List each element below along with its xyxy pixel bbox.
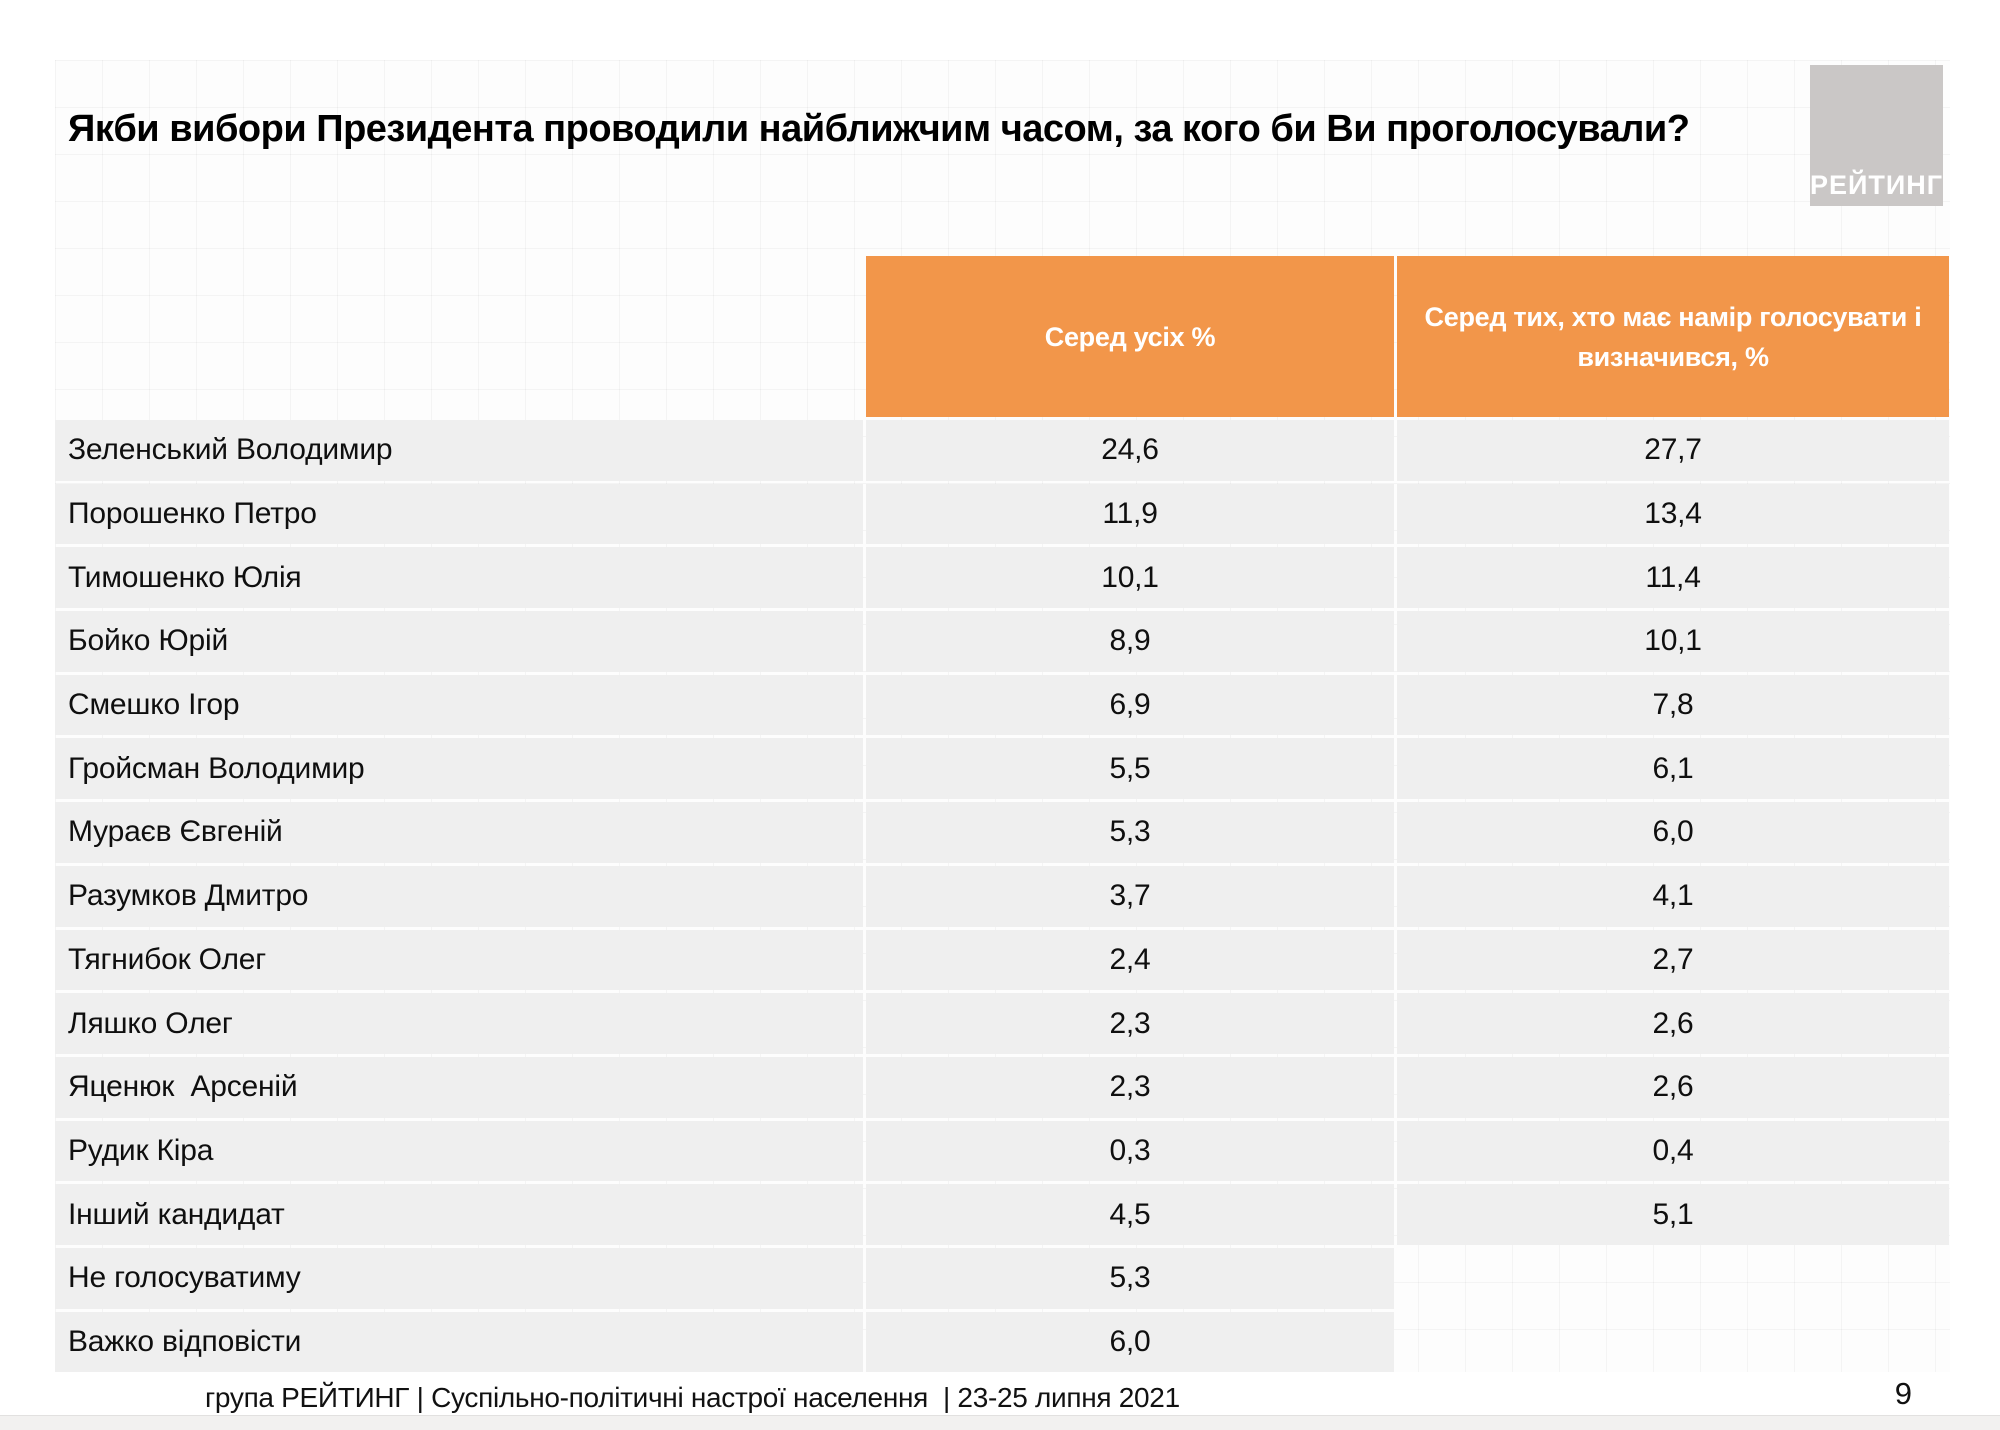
table-header-decided: Серед тих, хто має намір голосувати і ви… bbox=[1397, 256, 1949, 417]
value-decided: 13,4 bbox=[1397, 483, 1949, 545]
bottom-band bbox=[0, 1415, 2000, 1430]
value-all: 24,6 bbox=[866, 420, 1394, 481]
value-all: 6,0 bbox=[866, 1311, 1394, 1373]
value-all: 3,7 bbox=[866, 865, 1394, 927]
table-header-all: Серед усіх % bbox=[866, 256, 1394, 417]
value-decided: 11,4 bbox=[1397, 547, 1949, 609]
value-all: 6,9 bbox=[866, 674, 1394, 736]
value-decided: 7,8 bbox=[1397, 674, 1949, 736]
value-decided: 5,1 bbox=[1397, 1184, 1949, 1245]
value-all: 5,3 bbox=[866, 802, 1394, 863]
value-decided-empty bbox=[1397, 1248, 1949, 1309]
candidate-name: Зеленський Володимир bbox=[55, 420, 863, 481]
value-decided: 6,1 bbox=[1397, 738, 1949, 800]
candidate-name: Бойко Юрій bbox=[55, 611, 863, 672]
value-decided: 2,6 bbox=[1397, 1056, 1949, 1118]
candidate-name: Важко відповісти bbox=[55, 1311, 863, 1373]
value-decided: 2,6 bbox=[1397, 993, 1949, 1054]
value-all: 0,3 bbox=[866, 1120, 1394, 1182]
candidate-name: Не голосуватиму bbox=[55, 1247, 863, 1309]
page-number: 9 bbox=[1894, 1376, 1912, 1411]
value-all: 5,3 bbox=[866, 1247, 1394, 1309]
candidate-name: Тягнибок Олег bbox=[55, 929, 863, 991]
value-decided: 2,7 bbox=[1397, 929, 1949, 991]
value-decided: 10,1 bbox=[1397, 611, 1949, 672]
value-all: 5,5 bbox=[866, 738, 1394, 800]
candidate-name: Мураєв Євгеній bbox=[55, 802, 863, 863]
candidate-name: Разумков Дмитро bbox=[55, 865, 863, 927]
table-corner-cell bbox=[55, 256, 863, 417]
rating-logo-label: РЕЙТИНГ bbox=[1809, 170, 1944, 200]
candidate-name: Смешко Ігор bbox=[55, 674, 863, 736]
candidate-name: Тимошенко Юлія bbox=[55, 547, 863, 609]
candidate-name: Гройсман Володимир bbox=[55, 738, 863, 800]
value-decided: 6,0 bbox=[1397, 802, 1949, 863]
value-all: 8,9 bbox=[866, 611, 1394, 672]
value-decided: 4,1 bbox=[1397, 865, 1949, 927]
value-all: 2,3 bbox=[866, 993, 1394, 1054]
value-decided-empty bbox=[1397, 1312, 1949, 1373]
footer-caption: група РЕЙТИНГ | Суспільно-політичні наст… bbox=[205, 1382, 1180, 1413]
rating-logo: РЕЙТИНГ bbox=[1810, 65, 1943, 206]
candidate-name: Яценюк Арсеній bbox=[55, 1056, 863, 1118]
value-all: 4,5 bbox=[866, 1184, 1394, 1245]
value-all: 11,9 bbox=[866, 483, 1394, 545]
candidate-name: Рудик Кіра bbox=[55, 1120, 863, 1182]
value-decided: 27,7 bbox=[1397, 420, 1949, 481]
poll-table: Серед усіх % Серед тих, хто має намір го… bbox=[55, 256, 1949, 1373]
candidate-name: Порошенко Петро bbox=[55, 483, 863, 545]
value-all: 2,4 bbox=[866, 929, 1394, 991]
value-all: 2,3 bbox=[866, 1056, 1394, 1118]
candidate-name: Ляшко Олег bbox=[55, 993, 863, 1054]
value-decided: 0,4 bbox=[1397, 1120, 1949, 1182]
value-all: 10,1 bbox=[866, 547, 1394, 609]
candidate-name: Інший кандидат bbox=[55, 1184, 863, 1245]
page-title: Якби вибори Президента проводили найближ… bbox=[68, 108, 1690, 150]
